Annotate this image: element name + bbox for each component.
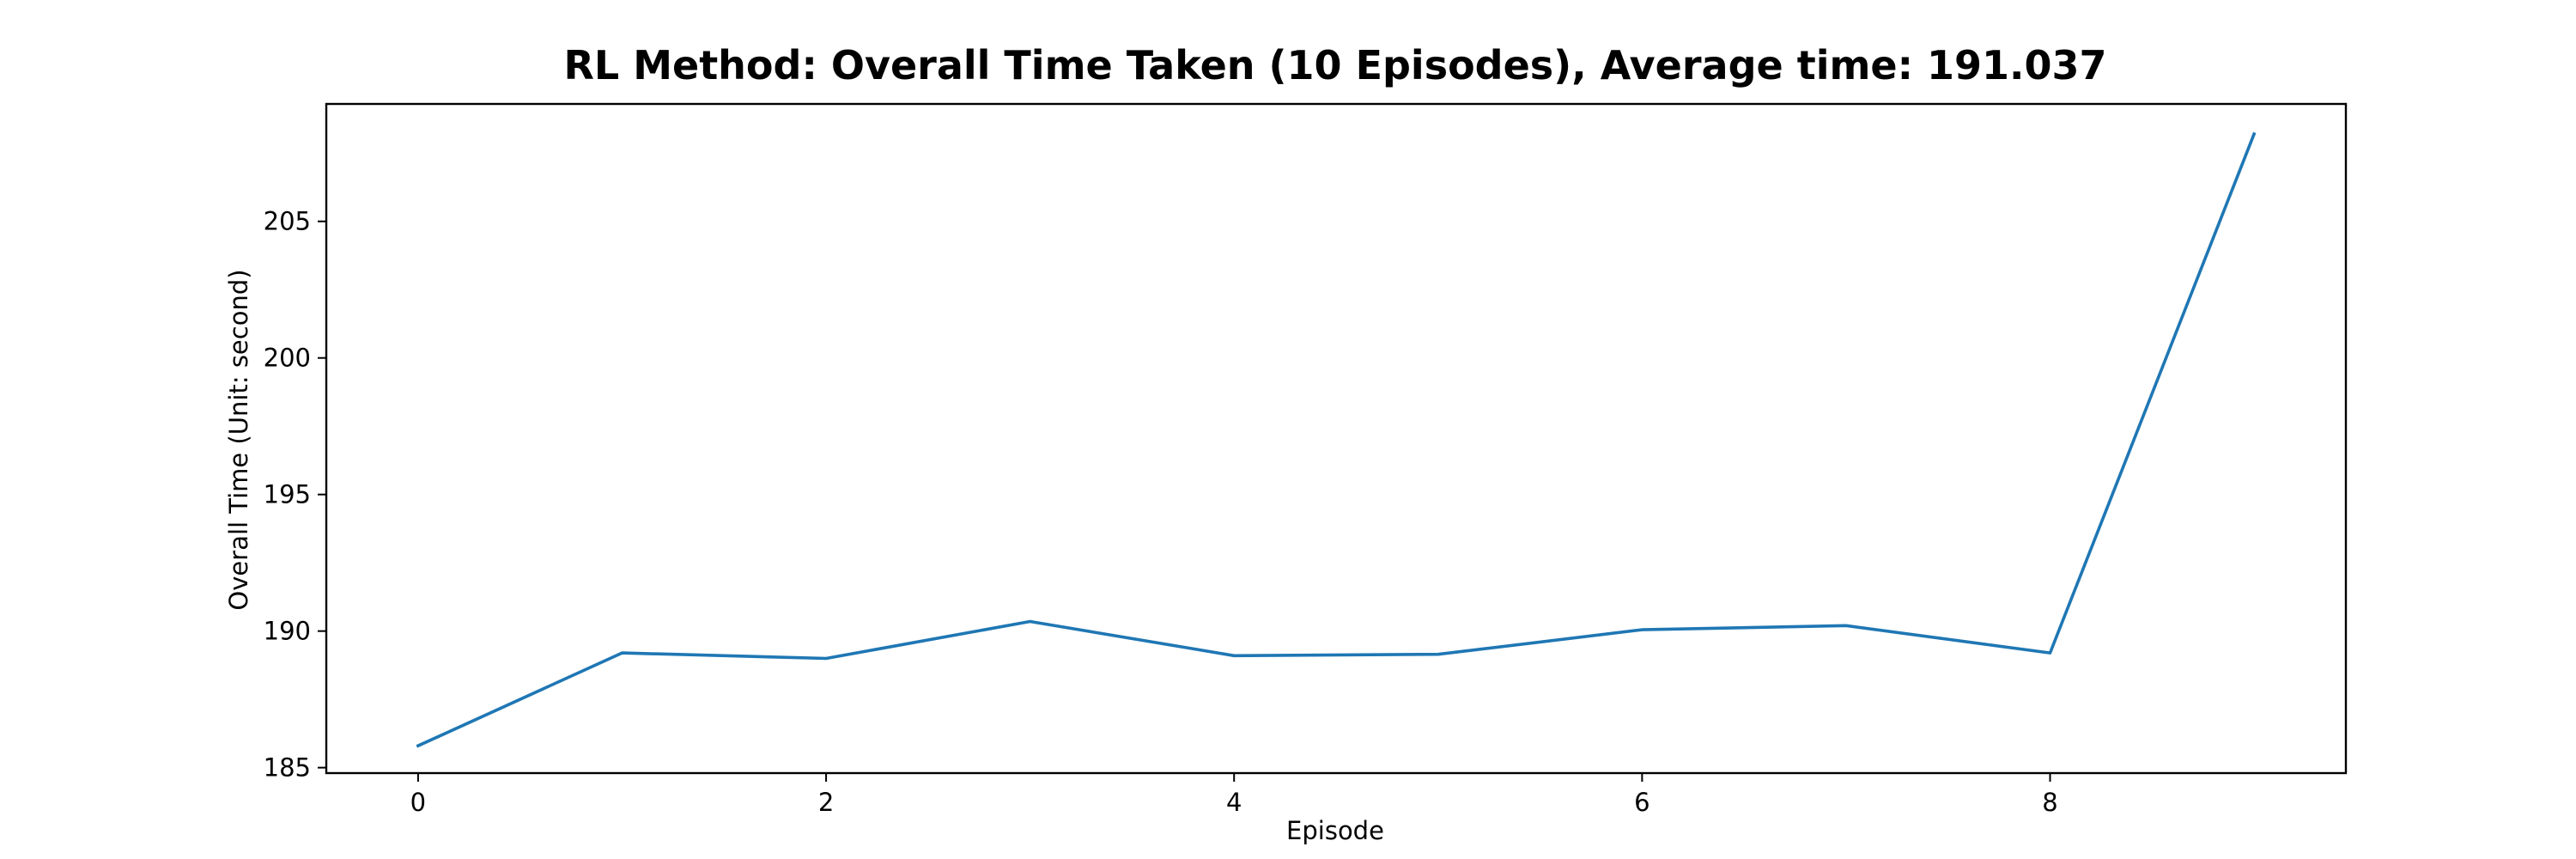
series-line [416,131,2257,748]
x-tick-label: 8 [2042,788,2057,817]
chart-title: RL Method: Overall Time Taken (10 Episod… [563,42,2106,88]
y-tick-label: 205 [264,207,311,236]
y-axis-ticks: 185 190 195 200 205 [264,207,326,783]
y-tick-label: 200 [264,344,311,373]
x-tick-label: 2 [818,788,834,817]
x-axis-ticks: 0 2 4 6 8 [410,773,2058,817]
x-tick-label: 6 [1634,788,1649,817]
x-tick-label: 4 [1226,788,1242,817]
y-tick-label: 185 [264,753,311,783]
x-tick-label: 0 [410,788,426,817]
x-axis-label: Episode [1286,816,1384,845]
plot-area-frame [325,102,2348,775]
y-tick-label: 195 [264,480,311,509]
y-axis-label: Overall Time (Unit: second) [224,269,253,610]
y-tick-label: 190 [264,617,311,646]
